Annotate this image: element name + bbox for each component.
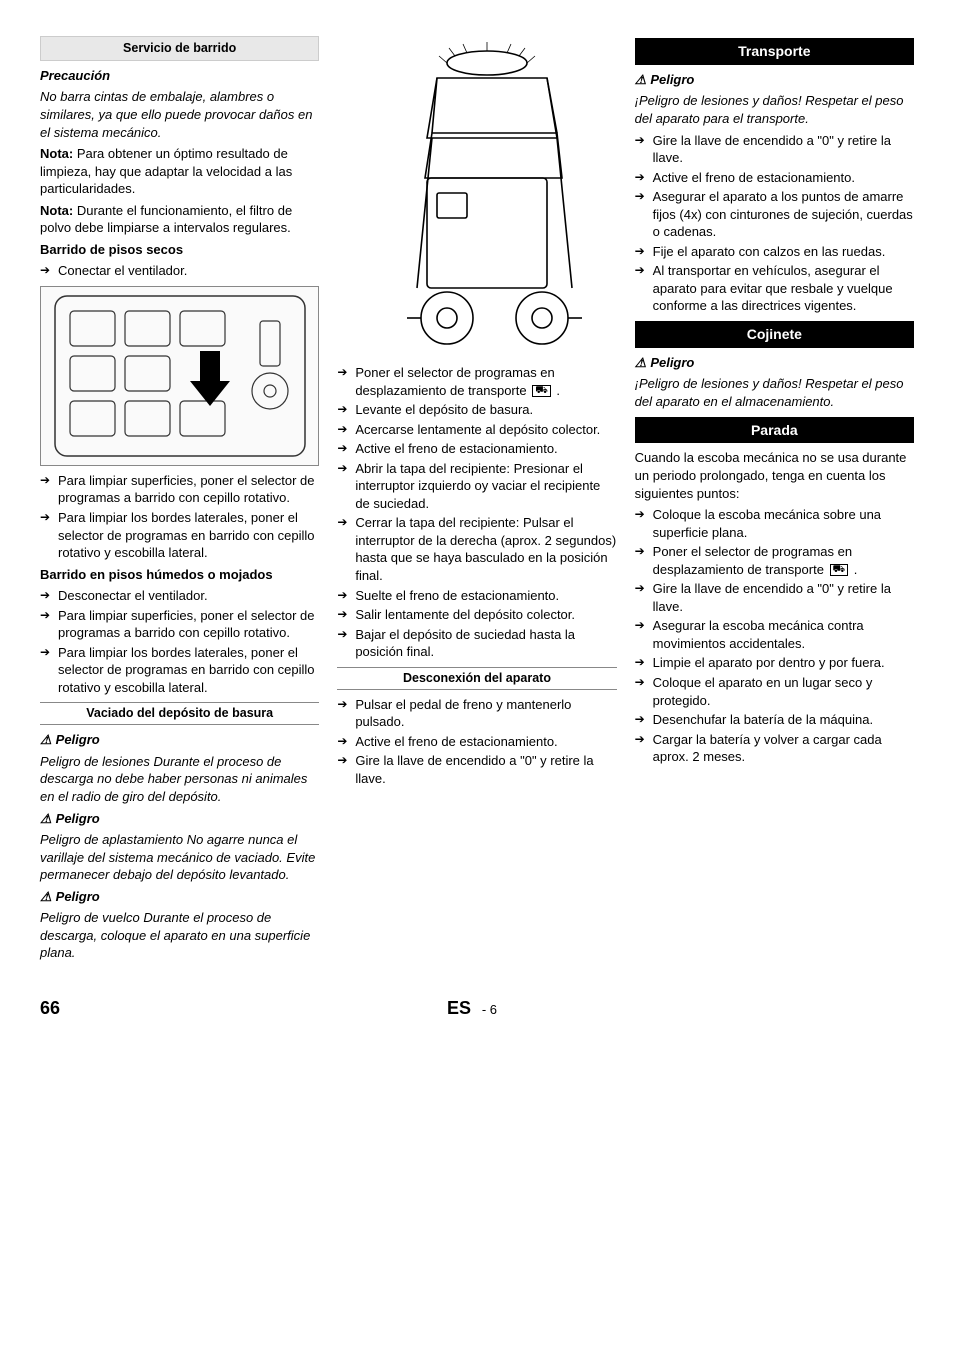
list-item: Pulsar el pedal de freno y mantenerlo pu…: [337, 696, 616, 731]
text-peligro-1: Peligro de lesiones Durante el proceso d…: [40, 753, 319, 806]
list-parada: Coloque la escoba mecánica sobre una sup…: [635, 506, 914, 766]
transport-icon: ⛟: [532, 385, 551, 397]
list-item: Cargar la batería y volver a cargar cada…: [635, 731, 914, 766]
list-item: Coloque la escoba mecánica sobre una sup…: [635, 506, 914, 541]
label-nota2: Nota:: [40, 203, 73, 218]
list-item: Poner el selector de programas en despla…: [337, 364, 616, 399]
list-item: Active el freno de estacionamiento.: [337, 440, 616, 458]
list-item: Suelte el freno de estacionamiento.: [337, 587, 616, 605]
list-item: Bajar el depósito de suciedad hasta la p…: [337, 626, 616, 661]
list-item: Para limpiar los bordes laterales, poner…: [40, 509, 319, 562]
list-item: Conectar el ventilador.: [40, 262, 319, 280]
heading-vaciado: Vaciado del depósito de basura: [40, 702, 319, 725]
list-item: Coloque el aparato en un lugar seco y pr…: [635, 674, 914, 709]
list-item: Asegurar la escoba mecánica contra movim…: [635, 617, 914, 652]
footer-center: ES - 6: [447, 996, 497, 1020]
list-item: Asegurar el aparato a los puntos de amar…: [635, 188, 914, 241]
label-peligro-cojinete: Peligro: [635, 354, 914, 372]
list-item: Para limpiar los bordes laterales, poner…: [40, 644, 319, 697]
text-peligro-3: Peligro de vuelco Durante el proceso de …: [40, 909, 319, 962]
label-peligro-transporte: Peligro: [635, 71, 914, 89]
lang-code: ES: [447, 998, 471, 1018]
text-nota1: Nota: Para obtener un óptimo resultado d…: [40, 145, 319, 198]
text: Poner el selector de programas en despla…: [653, 544, 852, 577]
list-secos-1: Conectar el ventilador.: [40, 262, 319, 280]
list-item: Para limpiar superficies, poner el selec…: [40, 607, 319, 642]
label-peligro-1: Peligro: [40, 731, 319, 749]
text: .: [553, 383, 560, 398]
heading-barrido-secos: Barrido de pisos secos: [40, 241, 319, 259]
column-3: Transporte Peligro ¡Peligro de lesiones …: [635, 32, 914, 966]
list-item: Active el freno de estacionamiento.: [635, 169, 914, 187]
list-item: Abrir la tapa del recipiente: Presionar …: [337, 460, 616, 513]
label-precaucion: Precaución: [40, 67, 319, 85]
list-item: Desconectar el ventilador.: [40, 587, 319, 605]
list-humedos: Desconectar el ventilador. Para limpiar …: [40, 587, 319, 696]
column-2: Poner el selector de programas en despla…: [337, 32, 616, 966]
heading-barrido-humedos: Barrido en pisos húmedos o mojados: [40, 566, 319, 584]
page-columns: Servicio de barrido Precaución No barra …: [40, 32, 914, 966]
figure-control-panel: [40, 286, 319, 466]
page-sub: - 6: [482, 1002, 497, 1017]
list-item: Gire la llave de encendido a "0" y retir…: [337, 752, 616, 787]
heading-transporte: Transporte: [635, 38, 914, 65]
text-nota2-body: Durante el funcionamiento, el filtro de …: [40, 203, 292, 236]
list-item: Desenchufar la batería de la máquina.: [635, 711, 914, 729]
list-item: Salir lentamente del depósito colector.: [337, 606, 616, 624]
page-footer: 66 ES - 6: [40, 996, 914, 1020]
heading-cojinete: Cojinete: [635, 321, 914, 348]
list-item: Levante el depósito de basura.: [337, 401, 616, 419]
page-number-left: 66: [40, 996, 60, 1020]
list-vaciado-steps: Poner el selector de programas en despla…: [337, 364, 616, 661]
label-peligro-3: Peligro: [40, 888, 319, 906]
text-precaucion: No barra cintas de embalaje, alambres o …: [40, 88, 319, 141]
list-item: Al transportar en vehículos, asegurar el…: [635, 262, 914, 315]
figure-sweeper-machine: [337, 38, 616, 358]
list-item: Acercarse lentamente al depósito colecto…: [337, 421, 616, 439]
text-nota2: Nota: Durante el funcionamiento, el filt…: [40, 202, 319, 237]
list-item: Gire la llave de encendido a "0" y retir…: [635, 132, 914, 167]
text: .: [850, 562, 857, 577]
label-peligro-2: Peligro: [40, 810, 319, 828]
text-peligro-2: Peligro de aplastamiento No agarre nunca…: [40, 831, 319, 884]
list-secos-2: Para limpiar superficies, poner el selec…: [40, 472, 319, 562]
list-item: Para limpiar superficies, poner el selec…: [40, 472, 319, 507]
transport-icon: ⛟: [830, 564, 849, 576]
heading-servicio-barrido: Servicio de barrido: [40, 36, 319, 61]
text: Poner el selector de programas en despla…: [355, 365, 554, 398]
text-parada-intro: Cuando la escoba mecánica no se usa dura…: [635, 449, 914, 502]
heading-parada: Parada: [635, 417, 914, 444]
list-item: Cerrar la tapa del recipiente: Pulsar el…: [337, 514, 616, 584]
list-item: Gire la llave de encendido a "0" y retir…: [635, 580, 914, 615]
list-item: Limpie el aparato por dentro y por fuera…: [635, 654, 914, 672]
list-item: Fije el aparato con calzos en las ruedas…: [635, 243, 914, 261]
list-desconexion: Pulsar el pedal de freno y mantenerlo pu…: [337, 696, 616, 788]
label-nota1: Nota:: [40, 146, 73, 161]
list-transporte: Gire la llave de encendido a "0" y retir…: [635, 132, 914, 315]
list-item: Active el freno de estacionamiento.: [337, 733, 616, 751]
column-1: Servicio de barrido Precaución No barra …: [40, 32, 319, 966]
text-peligro-transporte: ¡Peligro de lesiones y daños! Respetar e…: [635, 92, 914, 127]
text-nota1-body: Para obtener un óptimo resultado de limp…: [40, 146, 292, 196]
heading-desconexion: Desconexión del aparato: [337, 667, 616, 690]
text-peligro-cojinete: ¡Peligro de lesiones y daños! Respetar e…: [635, 375, 914, 410]
list-item: Poner el selector de programas en despla…: [635, 543, 914, 578]
